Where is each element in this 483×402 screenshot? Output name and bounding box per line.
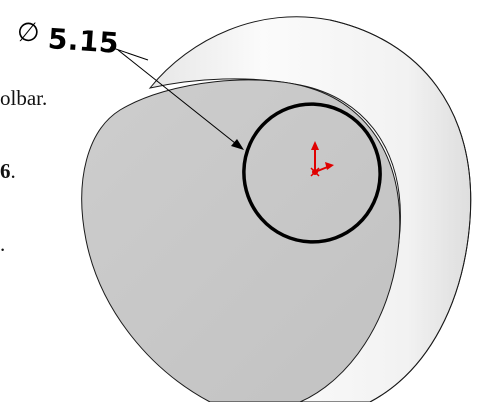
doc-text-line-2-tail: . xyxy=(10,159,16,183)
sketch-circle[interactable] xyxy=(225,85,400,261)
doc-text-line-2: 6. xyxy=(0,161,16,182)
front-face[interactable] xyxy=(81,79,401,402)
front-face-surface[interactable] xyxy=(81,79,401,402)
dimension-leader-line xyxy=(117,49,241,148)
cylinder-body[interactable] xyxy=(148,16,472,402)
cylinder-back-edge xyxy=(329,19,472,402)
doc-text-line-3: . xyxy=(0,232,6,256)
dimension-leader[interactable] xyxy=(109,46,244,150)
origin-triad-icon xyxy=(310,141,334,177)
dimension-arrowhead xyxy=(231,139,244,150)
doc-text-line-2-bold: 6 xyxy=(0,159,11,183)
diameter-dimension-value[interactable]: 5.15 xyxy=(46,22,121,60)
dimension-underline xyxy=(109,46,149,61)
diameter-symbol[interactable]: ∅ xyxy=(17,18,40,48)
doc-text-line-1: olbar. xyxy=(0,86,48,110)
